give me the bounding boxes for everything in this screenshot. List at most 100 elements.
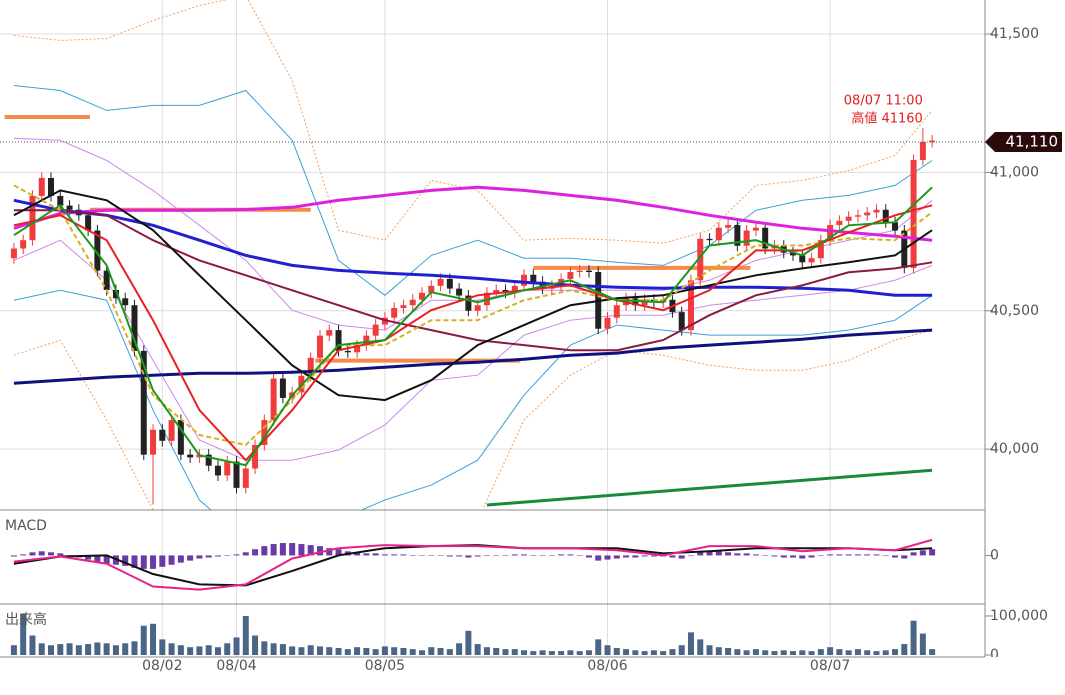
histogram-bar	[790, 555, 797, 558]
histogram-bar	[391, 554, 398, 556]
histogram-bar	[808, 555, 815, 558]
histogram-bar	[910, 552, 917, 556]
candle-body	[261, 420, 268, 445]
histogram-bar	[252, 549, 259, 556]
volume-bar	[112, 645, 119, 655]
candle-body	[85, 215, 92, 231]
histogram-bar	[131, 555, 138, 568]
candle-body	[836, 220, 843, 225]
candle-body	[910, 159, 917, 268]
volume-bar	[363, 647, 370, 655]
volume-bar	[298, 647, 305, 655]
x-tick-label: 08/02	[142, 658, 182, 674]
histogram-bar	[381, 554, 388, 556]
histogram-bar	[270, 544, 277, 556]
volume-bar	[205, 645, 212, 655]
volume-bar	[150, 623, 157, 655]
macd-line	[13, 538, 933, 591]
candle-body	[233, 461, 240, 488]
volume-bar	[697, 639, 704, 655]
volume-bar	[29, 635, 36, 655]
histogram-bar	[335, 549, 342, 556]
volume-bar	[910, 620, 917, 655]
histogram-bar	[687, 555, 694, 556]
volume-title: 出来高	[5, 611, 47, 628]
candle-body	[845, 216, 852, 221]
histogram-bar	[474, 555, 481, 557]
volume-bar	[780, 650, 787, 655]
volume-bar	[511, 649, 518, 655]
y-tick-label: 100,000	[990, 608, 1048, 624]
histogram-bar	[409, 555, 416, 556]
volume-bar	[409, 649, 416, 655]
volume-bar	[901, 644, 908, 655]
volume-bar	[595, 639, 602, 655]
volume-bar	[344, 649, 351, 655]
candle-body	[808, 258, 815, 263]
candle-body	[372, 324, 379, 336]
histogram-bar	[279, 543, 286, 556]
histogram-bar	[762, 555, 769, 556]
x-tick-label: 08/07	[810, 658, 850, 674]
volume-bar	[502, 649, 509, 655]
volume-bar	[725, 647, 732, 655]
y-tick-label: 41,000	[990, 164, 1039, 180]
histogram-bar	[354, 552, 361, 556]
volume-bar	[882, 650, 889, 655]
histogram-bar	[817, 555, 824, 556]
candle-body	[10, 248, 17, 259]
histogram-bar	[539, 555, 546, 556]
volume-bar	[20, 614, 27, 655]
candle-body	[140, 350, 147, 455]
average-line	[13, 189, 933, 402]
volume-bar	[261, 641, 268, 655]
histogram-bar	[919, 550, 926, 556]
volume-bar	[521, 650, 528, 655]
histogram-bar	[307, 545, 314, 556]
histogram-bar	[892, 555, 899, 558]
volume-bar	[122, 643, 129, 655]
histogram-bar	[827, 554, 834, 556]
candle-body	[103, 270, 110, 291]
volume-bar	[827, 647, 834, 655]
histogram-bar	[168, 555, 175, 565]
volume-bar	[734, 649, 741, 655]
candle-body	[892, 222, 899, 231]
histogram-bar	[289, 543, 296, 556]
candle-body	[428, 285, 435, 293]
candle-body	[567, 272, 574, 279]
candle-body	[279, 378, 286, 398]
average-line	[13, 184, 933, 447]
candle-body	[725, 224, 732, 228]
histogram-bar	[650, 555, 657, 557]
histogram-bar	[122, 555, 129, 566]
candle-body	[270, 378, 277, 421]
axis: 08/02 08/04 08/05 08/06 08/07 40,000 40,500 41,…	[142, 26, 1062, 674]
volume-bar	[66, 643, 73, 655]
histogram-bar	[196, 555, 203, 559]
histogram-bar	[140, 555, 147, 569]
trend-line	[486, 468, 933, 507]
candle-body	[326, 330, 333, 336]
histogram-bar	[372, 553, 379, 556]
candle-body	[177, 420, 184, 455]
y-tick-label: 40,500	[990, 303, 1039, 319]
histogram-bar	[150, 555, 157, 569]
candle-body	[391, 307, 398, 318]
volume-bar	[799, 650, 806, 655]
histogram-bar	[85, 555, 92, 560]
volume-bar	[159, 639, 166, 655]
volume-bar	[752, 649, 759, 655]
candle-body	[20, 240, 27, 249]
candle-body	[150, 429, 157, 455]
volume-bar	[919, 633, 926, 655]
histogram-bar	[641, 555, 648, 557]
volume-bar	[279, 644, 286, 655]
histogram-bar	[326, 548, 333, 556]
volume-bar	[242, 615, 249, 655]
volume-bar	[465, 630, 472, 655]
candle-body	[734, 224, 741, 246]
volume-bar	[372, 649, 379, 655]
candle-body	[929, 140, 936, 142]
